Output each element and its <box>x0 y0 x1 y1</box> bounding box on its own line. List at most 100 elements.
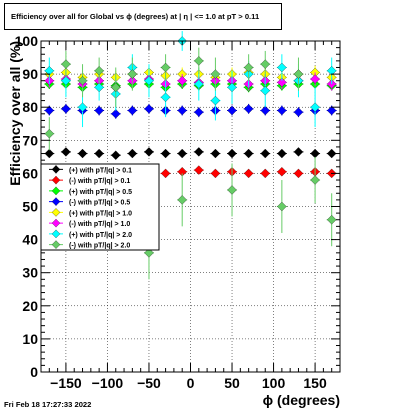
x-tick-label: −100 <box>92 375 124 391</box>
data-point <box>227 82 237 93</box>
series-3 <box>44 103 337 119</box>
x-tick-label: 150 <box>303 375 327 391</box>
data-point <box>243 62 254 73</box>
legend-item: (+) with pT/|q| > 0.1 <box>49 165 132 174</box>
data-point <box>260 105 270 116</box>
data-point <box>177 148 187 159</box>
data-point <box>111 109 121 119</box>
legend-item: (-) with pT/|q| > 2.0 <box>49 240 130 250</box>
data-point <box>160 168 171 179</box>
y-tick-label: 70 <box>22 132 38 148</box>
series-1 <box>44 165 337 179</box>
data-point <box>310 175 320 185</box>
x-tick-label: −150 <box>50 375 82 391</box>
data-point <box>260 85 270 96</box>
data-point <box>177 105 187 116</box>
data-point <box>194 107 204 117</box>
data-point <box>94 66 104 76</box>
data-point <box>144 248 154 258</box>
data-point <box>277 201 287 212</box>
y-tick-label: 40 <box>22 232 38 248</box>
title-box: Efficiency over all for Global vs ϕ (deg… <box>4 3 282 30</box>
data-point <box>277 105 287 116</box>
data-point <box>177 195 187 205</box>
data-point <box>94 82 104 93</box>
data-point <box>111 82 121 93</box>
data-point <box>210 95 221 106</box>
data-point <box>326 215 337 225</box>
data-point <box>260 59 270 69</box>
data-point <box>44 128 55 139</box>
data-point <box>177 76 187 86</box>
legend-marker <box>51 186 61 196</box>
y-tick-label: 20 <box>22 298 38 314</box>
x-tick-label: 100 <box>262 375 286 391</box>
data-point <box>326 148 337 159</box>
legend-item: (+) with pT/|q| > 1.0 <box>49 208 132 217</box>
data-point <box>326 66 337 76</box>
data-point <box>127 69 138 79</box>
data-point <box>227 185 237 195</box>
legend-item: (-) with pT/|q| > 1.0 <box>49 218 130 228</box>
series-7 <box>44 47 337 280</box>
legend-marker <box>51 165 61 174</box>
legend-marker <box>51 240 61 249</box>
data-point <box>227 148 237 159</box>
data-point <box>127 105 138 116</box>
data-point <box>194 79 204 89</box>
data-point <box>61 147 71 157</box>
data-point <box>277 148 287 159</box>
legend-label: (+) with pT/|q| > 2.0 <box>69 232 132 239</box>
series-0 <box>44 147 337 160</box>
legend-marker <box>51 208 61 217</box>
legend-box <box>40 163 160 251</box>
y-tick-label: 90 <box>22 66 38 82</box>
y-axis-label: Efficiency over all (%) <box>7 41 23 186</box>
data-point <box>293 168 304 179</box>
data-point <box>260 148 270 159</box>
data-point <box>61 76 71 86</box>
data-point <box>144 104 154 114</box>
legend-label: (+) with pT/|q| > 0.1 <box>69 167 132 174</box>
data-point <box>277 62 287 73</box>
data-point <box>326 105 337 116</box>
data-point <box>243 104 254 114</box>
data-point <box>94 105 104 116</box>
data-points <box>44 31 337 280</box>
legend-marker <box>51 218 61 228</box>
data-point <box>94 148 104 159</box>
legend-label: (-) with pT/|q| > 2.0 <box>69 243 130 250</box>
data-point <box>210 148 221 159</box>
legend-label: (-) with pT/|q| > 1.0 <box>69 221 130 228</box>
y-tick-label: 100 <box>15 33 39 49</box>
data-point <box>77 102 88 112</box>
data-point <box>227 105 237 116</box>
x-axis-label: ϕ (degrees) <box>263 392 340 408</box>
data-point <box>277 167 287 177</box>
data-point <box>44 148 55 159</box>
data-point <box>144 76 154 86</box>
y-tick-label: 60 <box>22 165 38 181</box>
data-point <box>44 66 55 76</box>
data-point <box>194 165 204 175</box>
legend-label: (+) with pT/|q| > 0.5 <box>69 189 132 196</box>
x-tick-label: 50 <box>224 375 240 391</box>
data-point <box>293 69 304 79</box>
x-tick-label: 0 <box>187 375 195 391</box>
data-point <box>160 92 171 102</box>
data-point <box>144 147 154 157</box>
legend-item: (-) with pT/|q| > 0.5 <box>49 197 130 207</box>
data-point <box>210 69 221 79</box>
legend-marker <box>51 197 61 206</box>
legend-item: (+) with pT/|q| > 2.0 <box>49 229 132 239</box>
data-point <box>310 74 320 84</box>
legend-item: (+) with pT/|q| > 0.5 <box>49 186 132 196</box>
legend-label: (+) with pT/|q| > 1.0 <box>69 210 132 217</box>
data-point <box>310 102 320 112</box>
data-point <box>61 59 71 69</box>
timestamp-footer: Fri Feb 18 17:27:33 2022 <box>4 400 92 409</box>
y-tick-label: 30 <box>22 265 38 281</box>
data-point <box>77 76 88 86</box>
legend: (+) with pT/|q| > 0.1 (-) with pT/|q| > 0… <box>40 163 160 251</box>
